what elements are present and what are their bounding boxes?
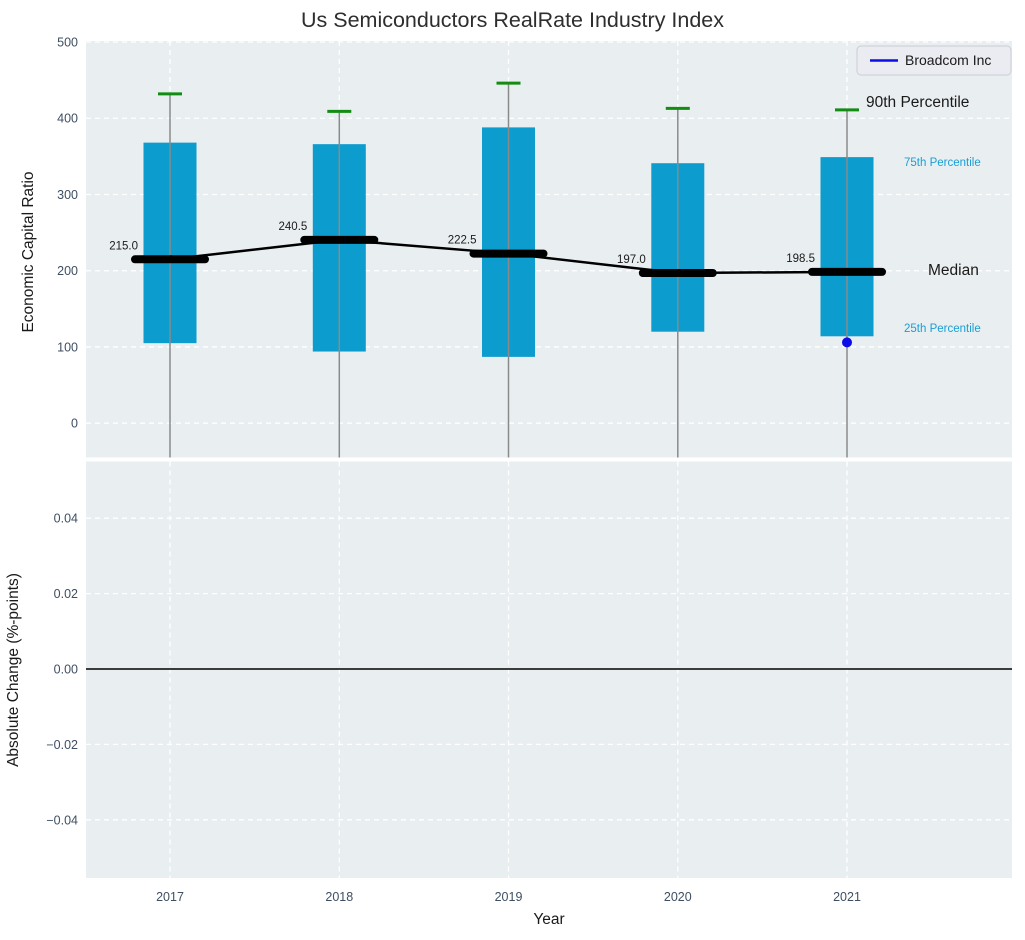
ytick-bottom-0.00: 0.00: [54, 663, 78, 677]
chart-title: Us Semiconductors RealRate Industry Inde…: [300, 8, 725, 32]
xtick-2017: 2017: [156, 890, 184, 904]
median-value-label-2017: 215.0: [109, 240, 138, 252]
annotation-25th-percentile: 25th Percentile: [904, 323, 981, 335]
xtick-2021: 2021: [833, 890, 861, 904]
ytick-top-300: 300: [57, 188, 78, 202]
ytick-bottom-0.02: 0.02: [54, 587, 78, 601]
legend-label-broadcom: Broadcom Inc: [905, 52, 991, 68]
absolute-change-panel: 0.04 0.02 0.00 −0.02 −0.04 2017 2018 2019 2020 20…: [46, 461, 1012, 904]
broadcom-data-point: [842, 337, 852, 348]
y-axis-label-absolute-change: Absolute Change (%-points): [5, 573, 22, 767]
y-axis-label-economic-capital-ratio: Economic Capital Ratio: [20, 171, 37, 332]
ytick-top-500: 500: [57, 36, 78, 50]
ytick-top-0: 0: [71, 417, 78, 431]
legend-box: [856, 45, 1012, 76]
ytick-bottom-−0.04: −0.04: [46, 813, 78, 827]
xtick-2019: 2019: [495, 890, 523, 904]
xtick-2018: 2018: [325, 890, 353, 904]
ytick-bottom-0.04: 0.04: [54, 512, 78, 526]
annotation-median: Median: [928, 262, 979, 279]
xtick-2020: 2020: [664, 890, 692, 904]
median-value-label-2021: 198.5: [786, 253, 815, 265]
median-value-label-2018: 240.5: [279, 221, 308, 233]
annotation-90th-percentile: 90th Percentile: [866, 94, 969, 111]
ytick-bottom-−0.02: −0.02: [46, 738, 78, 752]
ytick-top-400: 400: [57, 112, 78, 126]
x-axis-label-year: Year: [533, 911, 564, 928]
annotation-75th-percentile: 75th Percentile: [904, 157, 981, 169]
median-value-label-2019: 222.5: [448, 235, 477, 247]
median-value-label-2020: 197.0: [617, 254, 646, 266]
ytick-top-200: 200: [57, 264, 78, 278]
economic-capital-ratio-panel: 215.0 240.5 222.5 197.0 198.5 500 400 300 200 100…: [57, 36, 1012, 458]
ytick-top-100: 100: [57, 340, 78, 354]
legend: Broadcom Inc: [856, 45, 1012, 76]
